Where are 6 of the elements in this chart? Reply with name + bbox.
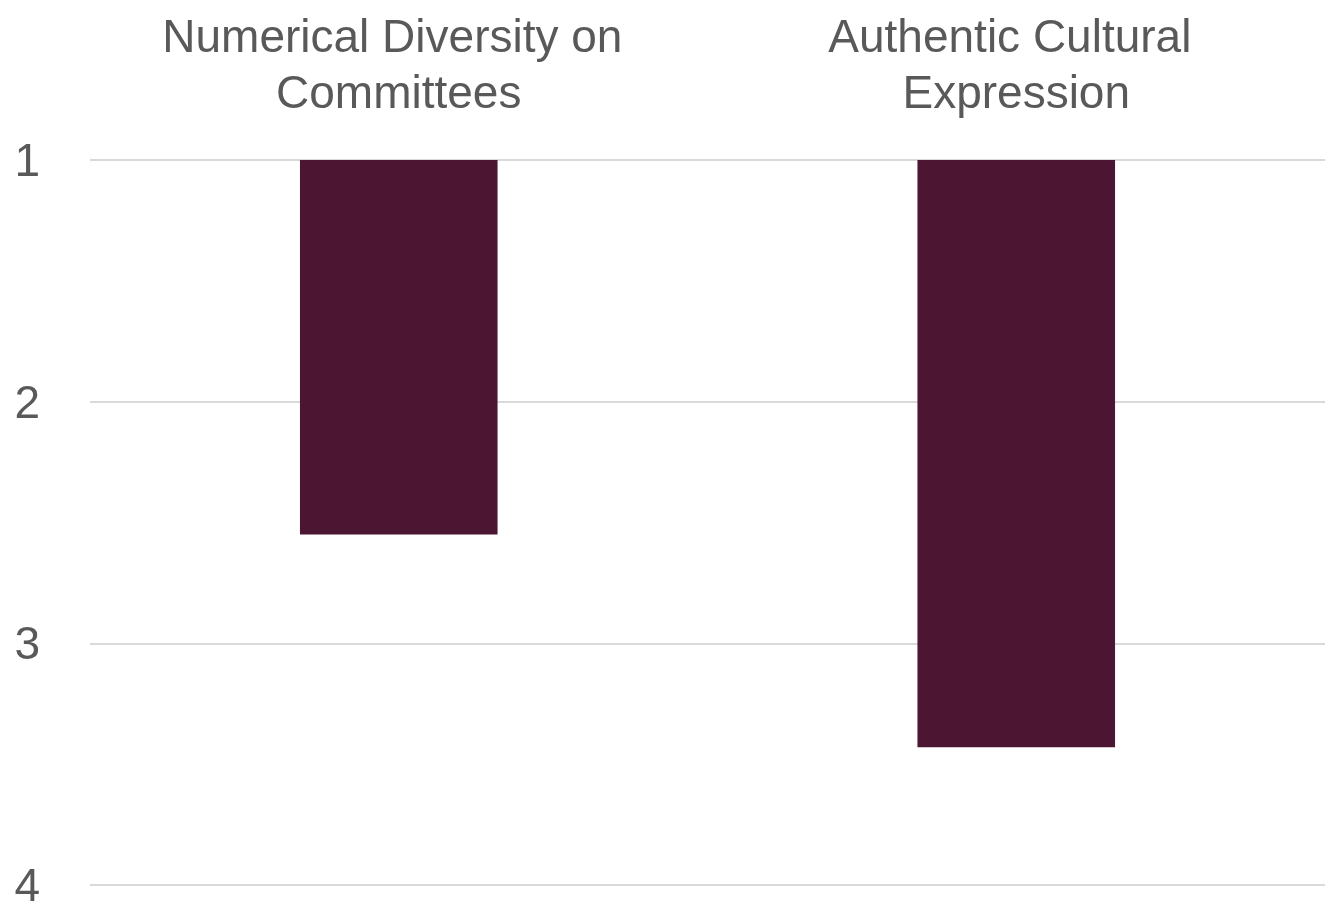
y-tick-label: 3 xyxy=(14,617,40,670)
x-tick-label: Numerical Diversity on Committees xyxy=(162,10,636,118)
x-tick-label: Authentic Cultural Expression xyxy=(828,10,1205,118)
y-tick-label: 2 xyxy=(14,375,40,428)
y-tick-label: 4 xyxy=(14,859,40,911)
y-tick-label: 1 xyxy=(14,134,40,186)
